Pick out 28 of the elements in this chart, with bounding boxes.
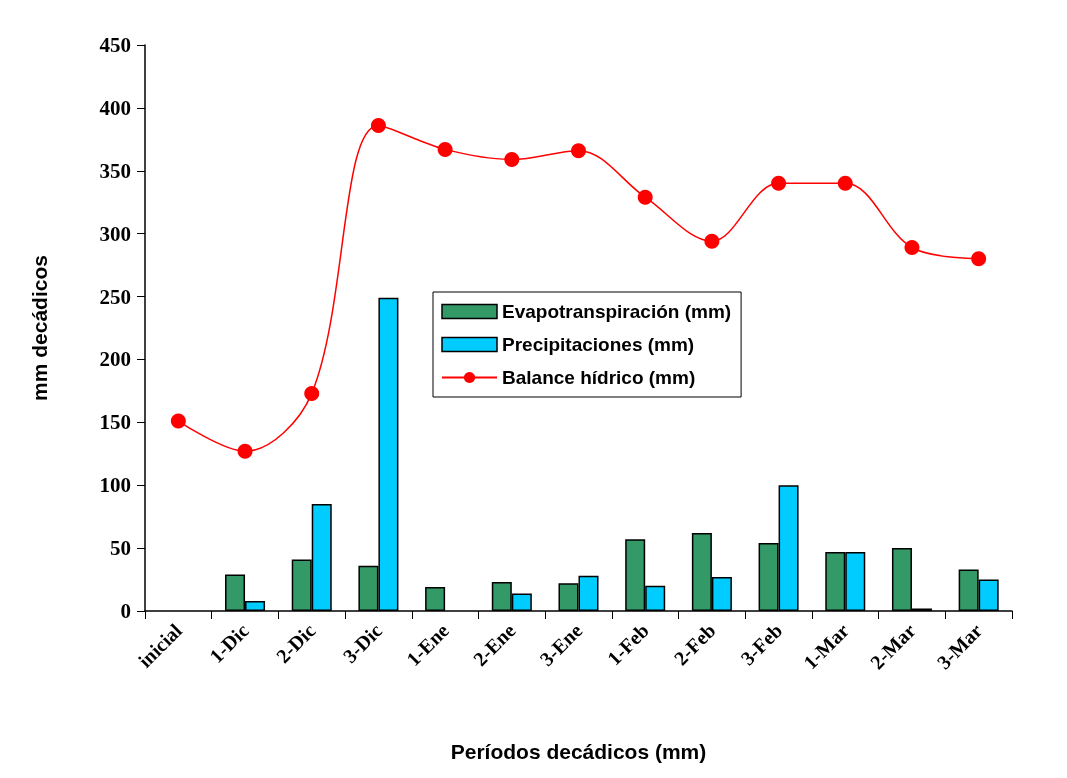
y-tick-label: 400 bbox=[99, 95, 131, 120]
y-tick-label: 300 bbox=[99, 221, 131, 246]
y-tick-label: 100 bbox=[99, 473, 131, 498]
legend-label: Evapotranspiración (mm) bbox=[502, 301, 732, 322]
point bbox=[504, 151, 520, 167]
point bbox=[837, 175, 853, 191]
y-tick-label: 150 bbox=[99, 410, 131, 435]
point bbox=[637, 189, 653, 205]
y-tick-label: 250 bbox=[99, 284, 131, 309]
y-tick-label: 0 bbox=[120, 599, 131, 623]
point bbox=[704, 233, 720, 249]
y-tick-label: 200 bbox=[99, 347, 131, 372]
x-axis-title: Períodos decádicos (mm) bbox=[450, 740, 707, 763]
point bbox=[304, 385, 320, 401]
legend-label: Balance hídrico (mm) bbox=[502, 367, 696, 388]
point bbox=[170, 413, 186, 429]
point bbox=[571, 143, 586, 159]
y-axis-title: mm decádicos bbox=[28, 255, 51, 401]
y-tick-label: 450 bbox=[99, 33, 131, 57]
point bbox=[237, 443, 253, 459]
point bbox=[370, 118, 386, 133]
y-tick-label: 50 bbox=[110, 536, 131, 561]
y-tick-label: 350 bbox=[99, 158, 131, 183]
point bbox=[904, 240, 920, 255]
legend-label: Precipitaciones (mm) bbox=[502, 334, 695, 355]
point bbox=[771, 175, 787, 191]
point bbox=[437, 141, 453, 157]
point bbox=[971, 251, 987, 267]
